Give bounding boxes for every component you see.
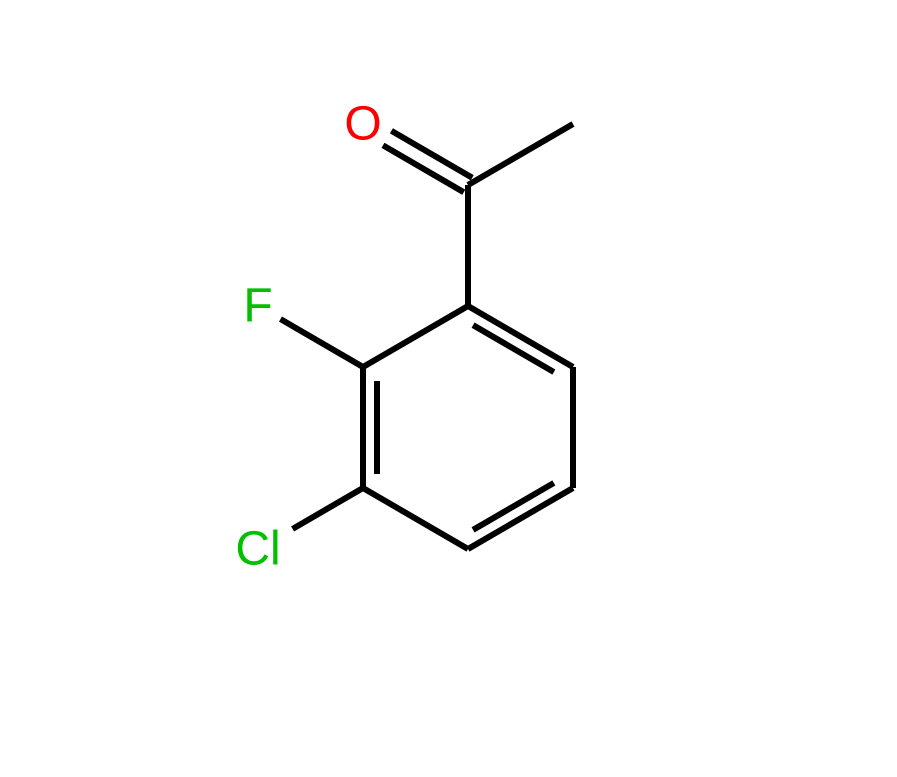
molecule-diagram: O F Cl: [0, 0, 897, 777]
atom-label-f: F: [243, 280, 272, 333]
atom-label-o: O: [344, 98, 381, 151]
atom-label-cl: Cl: [235, 523, 280, 576]
